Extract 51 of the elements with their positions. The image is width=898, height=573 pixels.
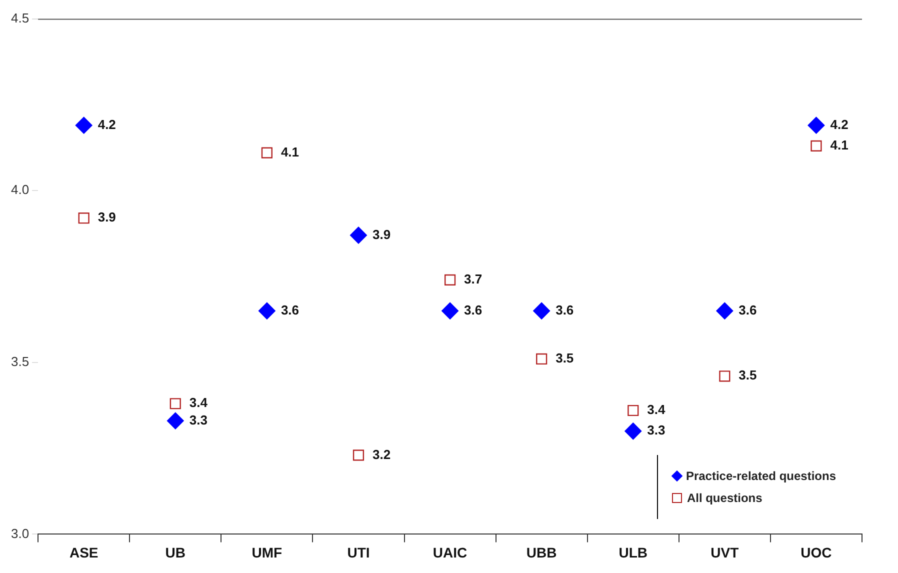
point [261,147,272,158]
point [536,353,548,365]
y-tick-label: 4.0 [10,182,30,198]
point [78,212,90,224]
point [166,412,184,430]
point [352,450,364,461]
point [350,226,367,244]
point [808,116,825,134]
point [258,302,276,320]
data-label: 3.4 [647,402,666,418]
data-label: 3.4 [189,395,208,410]
point [444,274,456,286]
x-tick-label: UVT [710,544,740,560]
x-tick-label: ULB [618,544,648,560]
y-tick-label: 4.5 [10,10,30,26]
point [624,422,642,440]
data-label: 3.5 [556,350,574,366]
point [442,302,459,320]
x-tick-label: ASE [69,544,98,560]
x-tick-label: UB [165,544,186,560]
data-label: 3.6 [280,302,300,318]
x-tick-label: UBB [526,544,557,560]
data-label: 3.3 [647,422,666,438]
data-label: 3.6 [464,302,482,318]
y-tick-label: 3.0 [10,526,30,541]
data-label: 3.7 [464,272,482,287]
x-tick-label: UTI [347,544,370,560]
point [75,116,92,134]
legend-label: All questions [686,491,762,505]
data-label: 3.9 [98,210,116,225]
point [719,370,730,382]
x-tick-label: UOC [800,544,832,560]
y-tick-label: 3.5 [10,354,30,369]
point [533,302,550,320]
point [716,302,734,320]
data-label: 3.9 [372,226,391,242]
x-tick-label: UAIC [432,544,468,560]
point [628,404,639,416]
data-label: 4.1 [280,144,300,160]
data-label: 3.6 [738,302,757,318]
data-label: 3.3 [189,412,208,428]
legend-label: Practice-related questions [686,469,836,483]
point [810,140,822,152]
data-label: 4.2 [830,116,848,132]
data-label: 3.2 [372,446,391,462]
data-label: 4.1 [830,138,848,153]
point [170,398,181,410]
x-tick-label: UMF [252,544,283,560]
data-label: 4.2 [98,116,116,132]
data-label: 3.5 [738,368,757,383]
data-label: 3.6 [556,302,574,318]
